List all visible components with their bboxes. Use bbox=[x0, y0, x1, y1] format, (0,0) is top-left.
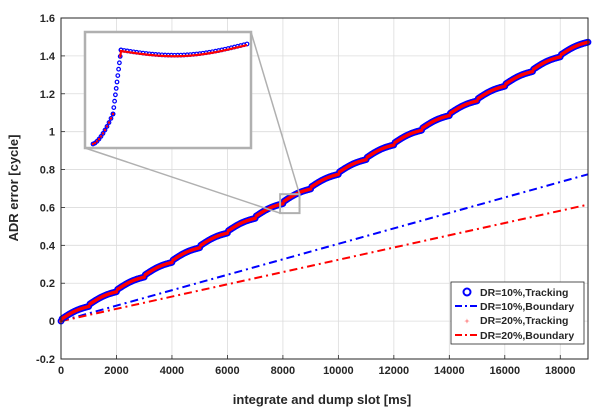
inset-marker-dr10 bbox=[115, 73, 121, 78]
legend: DR=10%,Tracking DR=10%,Boundary ✦ DR=20%… bbox=[450, 281, 585, 345]
inset-marker-dr20 bbox=[101, 132, 105, 135]
y-tick-label: -0.2 bbox=[36, 354, 55, 366]
inset-marker-dr20 bbox=[111, 112, 115, 116]
legend-box bbox=[450, 281, 585, 345]
zoom-connector bbox=[250, 31, 301, 195]
inset-marker-dr10 bbox=[113, 85, 119, 91]
inset-marker-dr10 bbox=[116, 60, 122, 66]
inset-marker-dr10 bbox=[112, 92, 118, 98]
y-tick-label: 0.4 bbox=[40, 240, 56, 252]
inset-marker-dr10 bbox=[108, 115, 114, 121]
inset-marker-dr20 bbox=[93, 141, 97, 145]
y-tick-label: 1.6 bbox=[40, 13, 55, 25]
legend-label-dr10-boundary: DR=10%,Boundary bbox=[480, 301, 574, 313]
inset-marker-dr20 bbox=[109, 117, 113, 120]
inset-marker-dr20 bbox=[105, 125, 109, 128]
zoom-source-box bbox=[279, 193, 301, 215]
inset-line-dr20 bbox=[119, 43, 248, 58]
inset-marker-dr20 bbox=[97, 137, 101, 141]
grid bbox=[60, 17, 588, 360]
y-tick-label: 0.6 bbox=[40, 202, 55, 214]
y-tick-label: 0.8 bbox=[40, 165, 55, 177]
x-tick-label: 8000 bbox=[271, 365, 295, 377]
y-tick-label: 1.4 bbox=[40, 51, 56, 63]
inset-marker-dr10 bbox=[100, 130, 106, 136]
legend-marker-dr10-tracking bbox=[462, 287, 472, 297]
inset-marker-dr20 bbox=[103, 128, 107, 132]
x-tick-label: 0 bbox=[58, 365, 64, 377]
inset-marker-dr20 bbox=[107, 121, 111, 124]
y-tick-label: 1.2 bbox=[40, 89, 55, 101]
y-axis-ticks: -0.2 0 0.2 0.4 0.6 0.8 1 1.2 1.4 1.6 bbox=[36, 13, 65, 366]
x-axis-label: integrate and dump slot [ms] bbox=[233, 392, 411, 407]
inset-marker-dr20 bbox=[91, 142, 95, 146]
boundary-lines bbox=[60, 173, 589, 323]
x-tick-label: 14000 bbox=[434, 365, 465, 377]
inset-marker-dr10 bbox=[112, 98, 117, 104]
tracking-markers bbox=[57, 38, 592, 325]
inset-zoom bbox=[83, 30, 253, 150]
x-tick-label: 6000 bbox=[215, 365, 239, 377]
legend-label-dr20-tracking: DR=20%,Tracking bbox=[480, 315, 568, 327]
inset-marker-dr10 bbox=[116, 66, 121, 72]
inset-marker-dr10 bbox=[114, 79, 120, 85]
plot-frame bbox=[60, 17, 589, 360]
y-axis-label: ADR error [cycle] bbox=[6, 135, 21, 242]
inset-marker-dr10 bbox=[110, 111, 116, 117]
x-tick-label: 4000 bbox=[160, 365, 184, 377]
inset-marker-dr10 bbox=[104, 124, 110, 129]
zoom-connector bbox=[84, 147, 281, 214]
legend-marker-dr20-tracking: ✦ bbox=[464, 317, 471, 326]
y-tick-label: 0 bbox=[49, 316, 55, 328]
boundary-line-dr10 bbox=[60, 173, 589, 323]
inset-marker-dr10 bbox=[106, 120, 112, 125]
legend-label-dr20-boundary: DR=20%,Boundary bbox=[480, 330, 574, 342]
inset-marker-dr10 bbox=[111, 105, 117, 110]
x-tick-label: 16000 bbox=[489, 365, 520, 377]
legend-label-dr10-tracking: DR=10%,Tracking bbox=[480, 287, 568, 299]
inset-marker-dr20 bbox=[95, 140, 99, 143]
y-tick-label: 1 bbox=[49, 127, 55, 139]
x-tick-label: 10000 bbox=[323, 365, 354, 377]
inset-marker-dr10 bbox=[102, 127, 108, 133]
x-axis-ticks: 0 2000 4000 6000 8000 10000 12000 14000 16000 180… bbox=[58, 355, 576, 377]
inset-marker-dr20 bbox=[99, 135, 103, 138]
x-tick-label: 12000 bbox=[379, 365, 410, 377]
y-tick-label: 0.2 bbox=[40, 278, 55, 290]
x-tick-label: 2000 bbox=[104, 365, 128, 377]
zoom-indicator bbox=[84, 31, 301, 215]
x-tick-label: 18000 bbox=[545, 365, 576, 377]
